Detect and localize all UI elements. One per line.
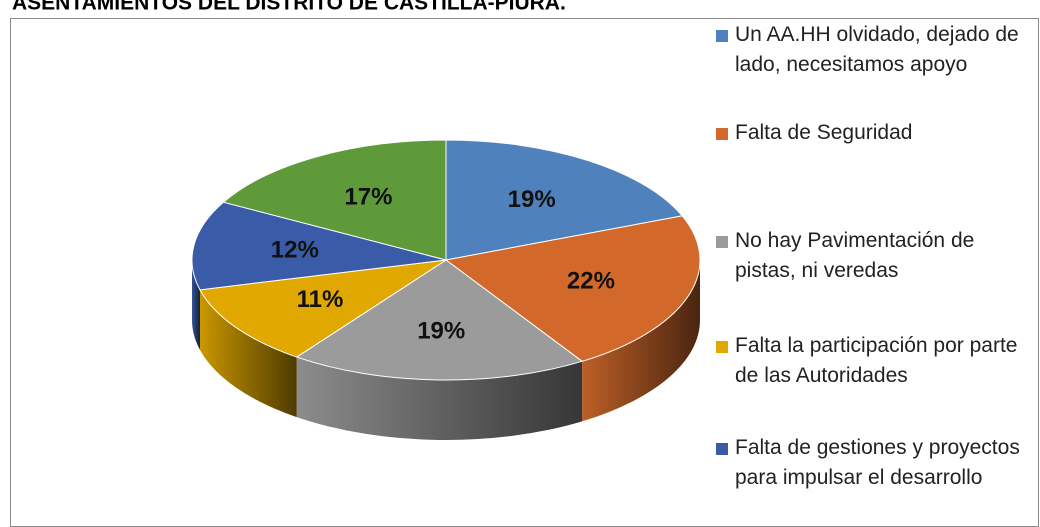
slice-side — [296, 357, 583, 440]
data-label: 11% — [297, 286, 344, 313]
legend-item: Un AA.HH olvidado, dejado de lado, neces… — [716, 20, 1036, 80]
legend-item: Falta de Seguridad — [716, 118, 1036, 148]
legend-label: Falta de gestiones y proyectos para impu… — [735, 436, 1020, 489]
slice — [191, 201, 447, 291]
legend-label: Falta de Seguridad — [735, 121, 913, 144]
legend-swatch — [716, 128, 728, 140]
legend-label: Falta la participación por parte de las … — [735, 334, 1018, 387]
chart-title: ASENTAMIENTOS DEL DISTRITO DE CASTILLA-P… — [12, 0, 566, 15]
slice-side — [199, 289, 297, 418]
legend-swatch — [716, 30, 728, 42]
legend-swatch — [716, 236, 728, 248]
slice — [199, 259, 447, 358]
slice — [222, 139, 447, 261]
slice — [295, 259, 584, 381]
data-label: 19% — [508, 186, 556, 213]
legend-item: No hay Pavimentación de pistas, ni vered… — [716, 226, 1036, 286]
legend-label: No hay Pavimentación de pistas, ni vered… — [735, 229, 975, 282]
legend-item: Falta de gestiones y proyectos para impu… — [716, 433, 1036, 493]
slice-side — [192, 260, 200, 350]
slice — [444, 215, 701, 362]
legend-label: Un AA.HH olvidado, dejado de lado, neces… — [735, 23, 1019, 76]
data-label: 12% — [271, 236, 319, 263]
slice — [445, 139, 684, 261]
data-label: 22% — [567, 268, 615, 295]
legend-swatch — [716, 341, 728, 353]
data-label: 17% — [344, 183, 392, 210]
legend-item: Falta la participación por parte de las … — [716, 331, 1036, 391]
slice-side — [582, 260, 700, 422]
data-label: 19% — [417, 317, 465, 344]
legend-swatch — [716, 443, 728, 455]
